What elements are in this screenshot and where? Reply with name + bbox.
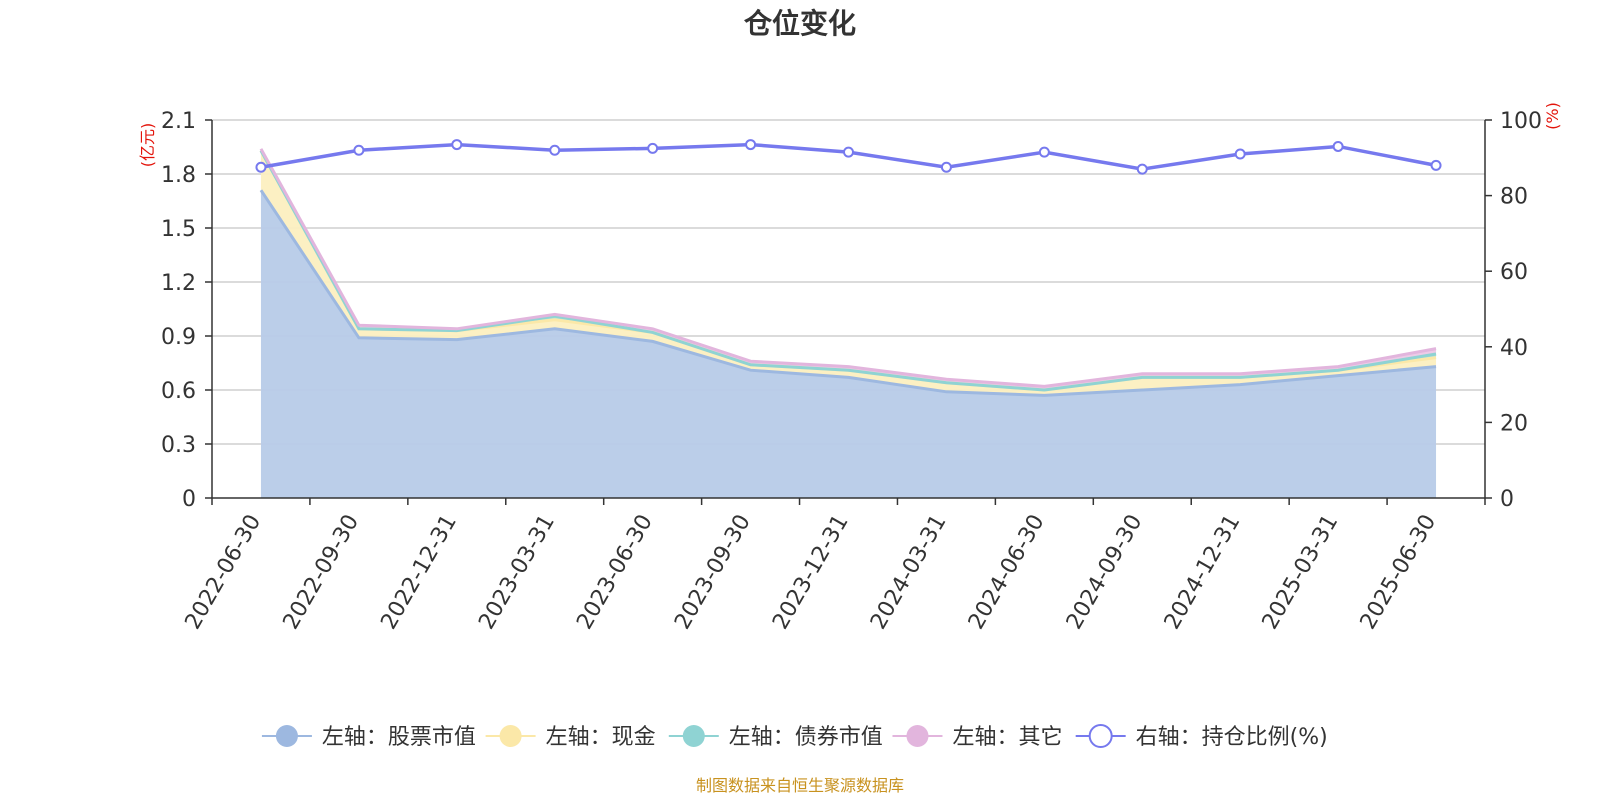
x-tick-label: 2022-12-31: [376, 511, 462, 634]
area-layers: [260, 148, 1437, 498]
legend-label: 左轴：债券市值: [729, 725, 883, 750]
right-tick-label: 80: [1500, 185, 1528, 210]
ratio-point: [451, 139, 463, 151]
x-tick-label: 2024-09-30: [1062, 511, 1148, 634]
left-axis-unit: (亿元): [138, 123, 157, 168]
ratio-point: [255, 161, 267, 173]
legend-marker: [1088, 724, 1113, 748]
ratio-point: [745, 139, 757, 151]
ratio-point: [647, 142, 659, 154]
legend: 左轴：股票市值 左轴：现金 左轴：债券市值 左轴：其它 右轴：持仓比例(%): [261, 724, 1328, 750]
x-tick-label: 2024-03-31: [866, 511, 952, 634]
x-tick-label: 2022-06-30: [181, 511, 267, 634]
left-tick-label: 2.1: [161, 109, 196, 134]
right-tick-label: 40: [1500, 336, 1528, 361]
source-note: 制图数据来自恒生聚源数据库: [696, 776, 904, 795]
legend-item: 左轴：股票市值: [261, 725, 476, 750]
area-line-3: [259, 148, 1437, 388]
ratio-point: [549, 144, 561, 156]
legend-marker: [906, 725, 929, 747]
legend-marker: [275, 725, 298, 747]
legend-marker: [499, 725, 522, 747]
ratio-point: [1430, 159, 1442, 171]
ratio-point: [940, 161, 952, 173]
right-tick-label: 100: [1500, 109, 1542, 134]
right-tick-label: 0: [1500, 487, 1514, 512]
legend-item: 左轴：其它: [892, 725, 1062, 750]
chart-title: 仓位变化: [744, 7, 856, 40]
left-tick-label: 0.9: [161, 325, 196, 350]
left-tick-label: 1.8: [161, 163, 196, 188]
right-axis-unit: (%): [1543, 102, 1562, 130]
ratio-points: [255, 139, 1442, 175]
x-tick-label: 2024-12-31: [1160, 511, 1246, 634]
right-tick-label: 60: [1500, 260, 1528, 285]
ratio-point: [1038, 146, 1050, 158]
legend-label: 左轴：股票市值: [322, 725, 476, 750]
right-tick-label: 20: [1500, 411, 1528, 436]
area-line-2: [259, 149, 1437, 392]
x-tick-label: 2023-06-30: [572, 511, 658, 634]
x-tick-label: 2023-03-31: [474, 511, 560, 634]
x-tick-label: 2023-12-31: [768, 511, 854, 634]
legend-label: 右轴：持仓比例(%): [1136, 725, 1328, 750]
legend-item: 左轴：债券市值: [668, 725, 883, 750]
ratio-point: [843, 146, 854, 158]
legend-label: 左轴：其它: [952, 725, 1062, 750]
ratio-point: [1332, 140, 1344, 152]
left-tick-label: 1.5: [161, 217, 196, 242]
ratio-point: [353, 144, 365, 156]
legend-item: 左轴：现金: [485, 725, 656, 750]
legend-marker: [682, 725, 705, 747]
left-tick-label: 0: [182, 487, 196, 512]
legend-item: 右轴：持仓比例(%): [1075, 724, 1328, 750]
ratio-point: [1136, 163, 1148, 175]
area-0: [260, 190, 1437, 498]
left-tick-label: 1.2: [161, 271, 196, 296]
left-tick-label: 0.3: [161, 433, 196, 458]
x-tick-label: 2025-03-31: [1258, 511, 1344, 634]
x-tick-label: 2025-06-30: [1356, 511, 1442, 634]
left-tick-label: 0.6: [161, 379, 196, 404]
x-tick-label: 2023-09-30: [670, 511, 756, 634]
x-tick-label: 2024-06-30: [964, 511, 1050, 634]
ratio-point: [1234, 148, 1246, 160]
legend-label: 左轴：现金: [546, 725, 656, 750]
area-line-0: [259, 189, 1437, 397]
x-tick-label: 2022-09-30: [279, 511, 365, 634]
